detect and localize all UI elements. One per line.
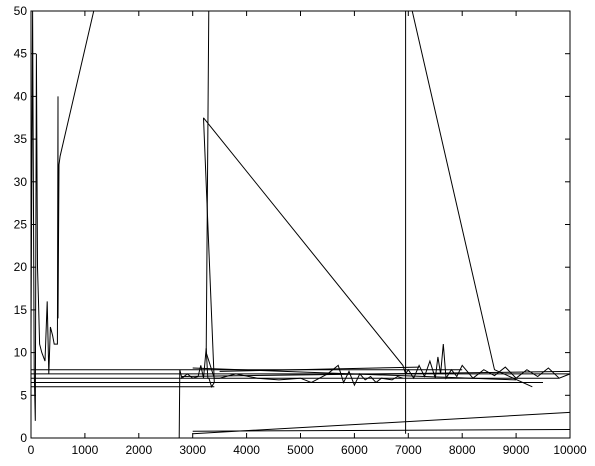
series-line-6	[411, 11, 533, 388]
y-tick-label: 10	[14, 346, 28, 360]
series-line-8	[192, 429, 570, 432]
x-tick-label: 9000	[503, 443, 530, 457]
y-tick-label: 15	[14, 303, 28, 317]
series-line-2	[178, 117, 215, 438]
y-tick-label: 25	[14, 218, 28, 232]
x-tick-label: 4000	[233, 443, 260, 457]
series-line-7	[192, 411, 570, 435]
x-tick-label: 5000	[287, 443, 314, 457]
series-line-16	[219, 366, 420, 372]
y-tick-label: 50	[14, 4, 28, 18]
y-tick-label: 40	[14, 89, 28, 103]
x-tick-label: 8000	[449, 443, 476, 457]
y-tick-label: 5	[20, 388, 27, 402]
x-tick-label: 10000	[553, 443, 587, 457]
series-line-1	[31, 11, 95, 421]
plot-frame	[30, 10, 571, 439]
axis-ticks: 0 1000 2000 3000 4000 5000 6000 7000 8000 9000 100…	[14, 4, 587, 457]
x-tick-label: 1000	[72, 443, 99, 457]
x-tick-label: 3000	[179, 443, 206, 457]
x-tick-label: 0	[28, 443, 35, 457]
y-tick-label: 0	[20, 431, 27, 445]
series-line-3	[203, 117, 570, 380]
x-tick-label: 2000	[125, 443, 152, 457]
series-line-4	[205, 11, 404, 387]
x-tick-label: 6000	[341, 443, 368, 457]
series-group	[31, 11, 570, 438]
series-line-15	[192, 367, 517, 381]
x-tick-label: 7000	[395, 443, 422, 457]
y-tick-label: 30	[14, 175, 28, 189]
y-tick-label: 45	[14, 47, 28, 61]
y-tick-label: 35	[14, 132, 28, 146]
y-tick-label: 20	[14, 260, 28, 274]
series-line-14	[181, 370, 570, 377]
